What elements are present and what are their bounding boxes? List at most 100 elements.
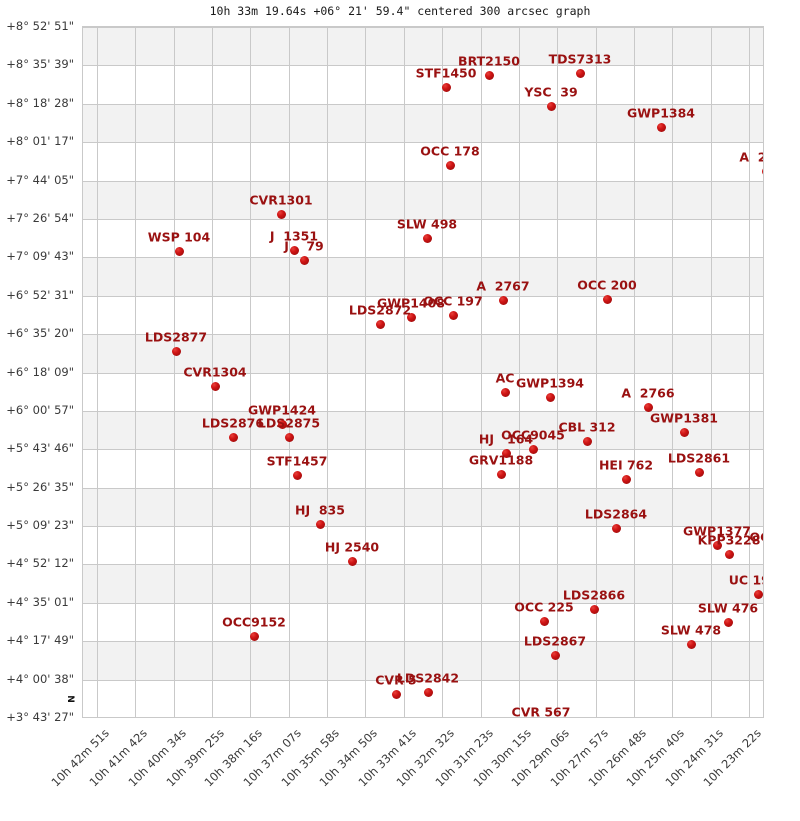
star-marker[interactable]: [406, 312, 416, 322]
star-label: OCC9045: [501, 427, 565, 443]
grid-line-vertical: [442, 27, 443, 717]
star-marker[interactable]: [611, 523, 621, 533]
star-marker[interactable]: [277, 419, 287, 429]
star-marker[interactable]: [575, 68, 585, 78]
grid-band: [83, 641, 763, 680]
star-marker[interactable]: [550, 650, 560, 660]
star-marker[interactable]: [582, 436, 592, 446]
grid-line-horizontal: [83, 219, 763, 220]
star-marker[interactable]: [500, 387, 510, 397]
star-label: HJ 164: [478, 431, 534, 447]
y-axis-tick-label: +7° 09' 43": [6, 249, 74, 263]
star-marker[interactable]: [501, 448, 511, 458]
grid-line-vertical: [672, 27, 673, 717]
star-marker[interactable]: [753, 589, 763, 599]
star-label: LDS2866: [562, 587, 626, 603]
star-marker[interactable]: [375, 319, 385, 329]
star-label: CVR1301: [249, 192, 313, 208]
star-marker[interactable]: [391, 689, 401, 699]
star-marker[interactable]: [441, 82, 451, 92]
grid-line-horizontal: [83, 680, 763, 681]
star-marker[interactable]: [292, 470, 302, 480]
star-label: OCC 197: [423, 293, 483, 309]
star-label: BRT2150: [458, 53, 520, 69]
star-label: SLW 478: [660, 622, 722, 638]
star-label: LDS2867: [523, 633, 587, 649]
grid-line-horizontal: [83, 334, 763, 335]
star-marker[interactable]: [210, 381, 220, 391]
star-label: J 79: [284, 238, 324, 254]
star-label: TDS7313: [548, 51, 612, 67]
star-marker[interactable]: [528, 444, 538, 454]
y-axis-tick-label: +5° 43' 46": [6, 441, 74, 455]
y-axis-tick-label: +4° 17' 49": [6, 633, 74, 647]
star-marker[interactable]: [694, 467, 704, 477]
star-marker[interactable]: [228, 432, 238, 442]
star-chart-page: 10h 33m 19.64s +06° 21' 59.4" centered 3…: [6, 4, 764, 789]
star-label: GWP1377: [683, 523, 751, 539]
star-label: SLW 476: [697, 600, 759, 616]
star-label: CVR 5: [375, 672, 417, 688]
grid-line-horizontal: [83, 411, 763, 412]
star-label: LDS2872: [348, 302, 412, 318]
star-label: LDS2842: [396, 670, 460, 686]
star-label: HEI 762: [598, 457, 654, 473]
star-marker[interactable]: [284, 432, 294, 442]
star-marker[interactable]: [712, 540, 722, 550]
star-label: GRV1188: [468, 452, 534, 468]
star-marker[interactable]: [347, 556, 357, 566]
y-axis-tick-label: +6° 00' 57": [6, 403, 74, 417]
star-marker[interactable]: [656, 122, 666, 132]
star-label: KPP3228: [697, 532, 761, 548]
star-label: GWP1381: [650, 410, 718, 426]
star-marker[interactable]: [643, 402, 653, 412]
y-axis-tick-label: +8° 35' 39": [6, 57, 74, 71]
grid-line-horizontal: [83, 142, 763, 143]
north-compass-marker: N: [64, 695, 75, 703]
y-axis-tick-label: +5° 26' 35": [6, 480, 74, 494]
y-axis-tick-label: +8° 01' 17": [6, 134, 74, 148]
star-marker[interactable]: [299, 255, 309, 265]
star-marker[interactable]: [445, 160, 455, 170]
star-label: CBL 312: [558, 419, 616, 435]
star-marker[interactable]: [484, 70, 494, 80]
star-label: UC 1929: [728, 572, 763, 588]
star-marker[interactable]: [602, 294, 612, 304]
star-marker[interactable]: [171, 346, 181, 356]
star-marker[interactable]: [276, 209, 286, 219]
grid-line-horizontal: [83, 603, 763, 604]
star-marker[interactable]: [174, 246, 184, 256]
star-marker[interactable]: [423, 687, 433, 697]
grid-line-horizontal: [83, 373, 763, 374]
star-marker[interactable]: [545, 392, 555, 402]
grid-band: [83, 27, 763, 65]
star-marker[interactable]: [289, 245, 299, 255]
star-marker[interactable]: [249, 631, 259, 641]
star-marker[interactable]: [686, 639, 696, 649]
grid-line-vertical: [404, 27, 405, 717]
grid-line-vertical: [135, 27, 136, 717]
grid-line-horizontal: [83, 27, 763, 28]
plot-area[interactable]: TDS7313 BRT2150 STF1450 YSC 39 GWP1384 OCC 17…: [82, 26, 764, 718]
star-marker[interactable]: [539, 616, 549, 626]
grid-line-vertical: [596, 27, 597, 717]
grid-line-vertical: [289, 27, 290, 717]
star-marker[interactable]: [546, 101, 556, 111]
star-marker[interactable]: [498, 295, 508, 305]
star-marker[interactable]: [679, 427, 689, 437]
star-label: A 2569: [739, 149, 763, 165]
star-marker[interactable]: [448, 310, 458, 320]
grid-line-vertical: [749, 27, 750, 717]
star-label: CVR1304: [183, 364, 247, 380]
star-marker[interactable]: [422, 233, 432, 243]
star-marker[interactable]: [621, 474, 631, 484]
grid-band: [83, 257, 763, 296]
star-marker[interactable]: [723, 617, 733, 627]
star-marker[interactable]: [724, 549, 734, 559]
star-marker[interactable]: [761, 166, 763, 176]
star-marker[interactable]: [496, 469, 506, 479]
y-axis-tick-label: +4° 52' 12": [6, 556, 74, 570]
star-label: WSP 104: [147, 229, 211, 245]
star-marker[interactable]: [589, 604, 599, 614]
star-marker[interactable]: [315, 519, 325, 529]
